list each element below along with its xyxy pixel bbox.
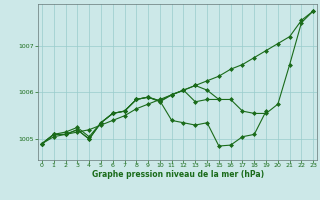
X-axis label: Graphe pression niveau de la mer (hPa): Graphe pression niveau de la mer (hPa) <box>92 170 264 179</box>
